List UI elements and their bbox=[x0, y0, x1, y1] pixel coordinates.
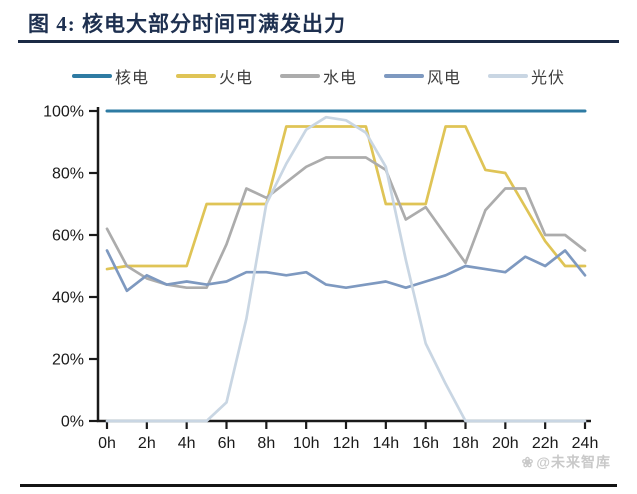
x-tick-label: 6h bbox=[218, 435, 236, 452]
watermark-logo-icon: ❀ bbox=[521, 453, 535, 470]
x-tick-label: 22h bbox=[532, 435, 559, 452]
x-tick-label: 2h bbox=[138, 435, 156, 452]
watermark-text: @未来智库 bbox=[536, 454, 611, 470]
x-tick-label: 4h bbox=[178, 435, 196, 452]
x-tick-label: 16h bbox=[412, 435, 439, 452]
legend-label-hydro: 水电 bbox=[322, 70, 357, 87]
title-divider bbox=[18, 40, 619, 43]
x-tick-label: 8h bbox=[257, 435, 275, 452]
x-tick-label: 14h bbox=[372, 435, 399, 452]
solar-line-swatch bbox=[488, 74, 529, 78]
series-line-solar bbox=[105, 115, 587, 423]
chart-legend: 核电 火电 水电 风电 光伏 bbox=[30, 64, 607, 88]
y-tick-label: 40% bbox=[52, 290, 84, 307]
series-line-wind bbox=[105, 249, 587, 293]
legend-label-solar: 光伏 bbox=[531, 70, 566, 87]
figure-title: 图 4: 核电大部分时间可满发出力 bbox=[28, 12, 346, 36]
legend-item-hydro: 水电 bbox=[279, 64, 357, 88]
x-tick-label: 12h bbox=[333, 435, 360, 452]
legend-item-nuclear: 核电 bbox=[71, 64, 149, 88]
x-tick-label: 10h bbox=[293, 435, 320, 452]
y-tick-label: 80% bbox=[52, 166, 84, 183]
legend-item-solar: 光伏 bbox=[488, 64, 565, 88]
wind-line-swatch bbox=[384, 74, 424, 78]
legend-label-wind: 风电 bbox=[427, 70, 462, 87]
y-tick-label: 0% bbox=[61, 414, 84, 431]
x-tick-label: 24h bbox=[572, 435, 599, 452]
watermark: ❀ @未来智库 bbox=[522, 452, 611, 472]
legend-item-thermal: 火电 bbox=[175, 64, 253, 88]
thermal-line-swatch bbox=[175, 74, 216, 78]
legend-label-nuclear: 核电 bbox=[114, 70, 149, 87]
x-tick-label: 0h bbox=[98, 435, 116, 452]
hydro-line-swatch bbox=[279, 74, 320, 78]
y-tick-label: 100% bbox=[43, 104, 84, 121]
x-tick-label: 20h bbox=[492, 435, 519, 452]
series-line-thermal bbox=[105, 125, 587, 271]
bottom-divider bbox=[20, 484, 617, 487]
output-chart: 0% 20% 40% 60% 80% 100% 0h 2h 4h 6h 8h 10h 12h 14h 16h… bbox=[43, 104, 599, 453]
legend-label-thermal: 火电 bbox=[218, 70, 253, 87]
legend-item-wind: 风电 bbox=[384, 64, 461, 88]
y-tick-label: 60% bbox=[52, 228, 84, 245]
nuclear-line-swatch bbox=[71, 74, 112, 78]
x-tick-label: 18h bbox=[452, 435, 479, 452]
series-line-hydro bbox=[105, 156, 587, 290]
y-tick-label: 20% bbox=[52, 352, 84, 369]
